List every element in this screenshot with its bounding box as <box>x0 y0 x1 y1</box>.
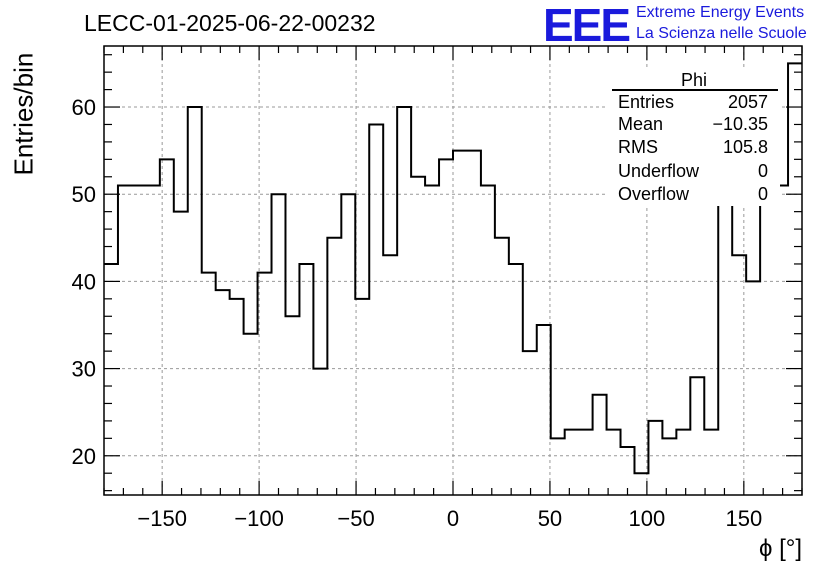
stats-label: Entries <box>618 92 675 112</box>
x-tick-label: 50 <box>538 506 562 531</box>
logo-text-line1: Extreme Energy Events <box>636 4 805 21</box>
x-tick-label: −100 <box>234 506 284 531</box>
eee-logo: EEE <box>543 0 631 51</box>
x-tick-label: 100 <box>629 506 666 531</box>
y-tick-label: 20 <box>72 444 96 469</box>
plot-frame <box>103 45 803 496</box>
x-tick-label: 150 <box>725 506 762 531</box>
y-tick-label: 60 <box>72 95 96 120</box>
stats-label: Mean <box>618 114 664 134</box>
y-tick-label: 30 <box>72 357 96 382</box>
stats-box: Phi Entries 2057 Mean −10.35 RMS 105.8 U… <box>608 68 780 206</box>
stats-divider <box>612 89 778 91</box>
stats-title: Phi <box>680 70 707 90</box>
stats-label: RMS <box>618 137 658 157</box>
y-axis-label: Entries/bin <box>8 52 39 176</box>
x-tick-label: −50 <box>337 506 374 531</box>
x-tick-label: 0 <box>447 506 459 531</box>
stats-value: 0 <box>757 161 768 181</box>
stats-label: Underflow <box>618 161 700 181</box>
logo-text-line2: La Scienza nelle Scuole <box>636 25 807 42</box>
y-tick-label: 50 <box>72 182 96 207</box>
histogram-series <box>104 62 802 475</box>
y-tick-label: 40 <box>72 269 96 294</box>
stats-value: −10.35 <box>712 114 768 134</box>
stats-label: Overflow <box>618 184 690 204</box>
x-tick-label: −150 <box>137 506 187 531</box>
stats-value: 2057 <box>727 92 768 112</box>
stats-value: 0 <box>757 184 768 204</box>
chart-title: LECC-01-2025-06-22-00232 <box>84 10 376 36</box>
stats-value: 105.8 <box>722 137 768 157</box>
x-axis-label: ϕ [°] <box>758 535 802 562</box>
